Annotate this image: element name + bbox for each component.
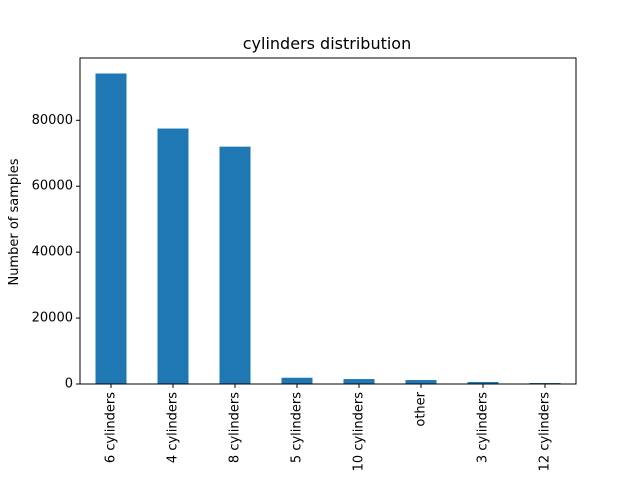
y-tick-label: 20000 xyxy=(32,311,73,326)
bar-4 xyxy=(343,379,375,384)
bar-6 xyxy=(467,382,499,384)
x-tick-label: 5 cylinders xyxy=(290,392,305,463)
y-axis-label: Number of samples xyxy=(7,158,22,285)
bar-2 xyxy=(219,146,251,384)
y-ticks-group: 0 20000 40000 60000 80000 xyxy=(32,113,80,392)
chart-title: cylinders distribution xyxy=(243,34,411,53)
bar-3 xyxy=(281,377,313,384)
x-tick-label: 12 cylinders xyxy=(538,392,553,472)
x-tick-label: 10 cylinders xyxy=(352,392,367,472)
x-tick-label: 8 cylinders xyxy=(228,392,243,463)
bar-0 xyxy=(95,73,127,384)
x-tick-label: 3 cylinders xyxy=(476,392,491,463)
x-ticks-group: 6 cylinders 4 cylinders 8 cylinders 5 cylin… xyxy=(104,384,553,471)
bar-1 xyxy=(157,128,189,384)
bar-5 xyxy=(405,380,437,384)
y-tick-label: 40000 xyxy=(32,245,73,260)
y-tick-label: 0 xyxy=(65,377,73,392)
y-tick-label: 80000 xyxy=(32,113,73,128)
bars-group xyxy=(95,73,561,384)
x-tick-label: 6 cylinders xyxy=(104,392,119,463)
plot-frame xyxy=(79,57,577,385)
y-tick-label: 60000 xyxy=(32,179,73,194)
x-tick-label: other xyxy=(414,391,429,426)
x-tick-label: 4 cylinders xyxy=(166,392,181,463)
